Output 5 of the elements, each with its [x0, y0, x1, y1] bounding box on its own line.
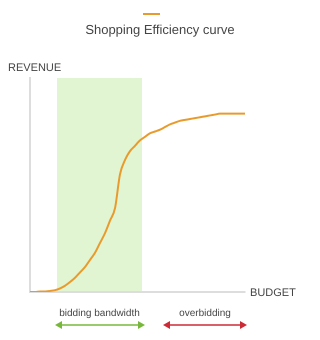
text: bidding bandwidth	[59, 308, 140, 319]
y-axis-title: REVENUE	[8, 62, 62, 74]
chart-title: Shopping Efficiency curve	[84, 22, 236, 37]
text: overbidding	[179, 308, 231, 319]
x-axis-title: BUDGET	[250, 287, 296, 300]
